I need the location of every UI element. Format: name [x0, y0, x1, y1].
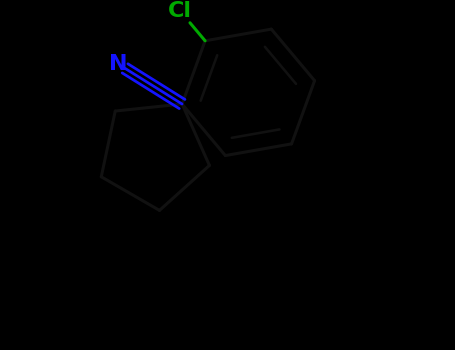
Text: N: N	[109, 54, 127, 74]
Text: Cl: Cl	[168, 1, 192, 21]
